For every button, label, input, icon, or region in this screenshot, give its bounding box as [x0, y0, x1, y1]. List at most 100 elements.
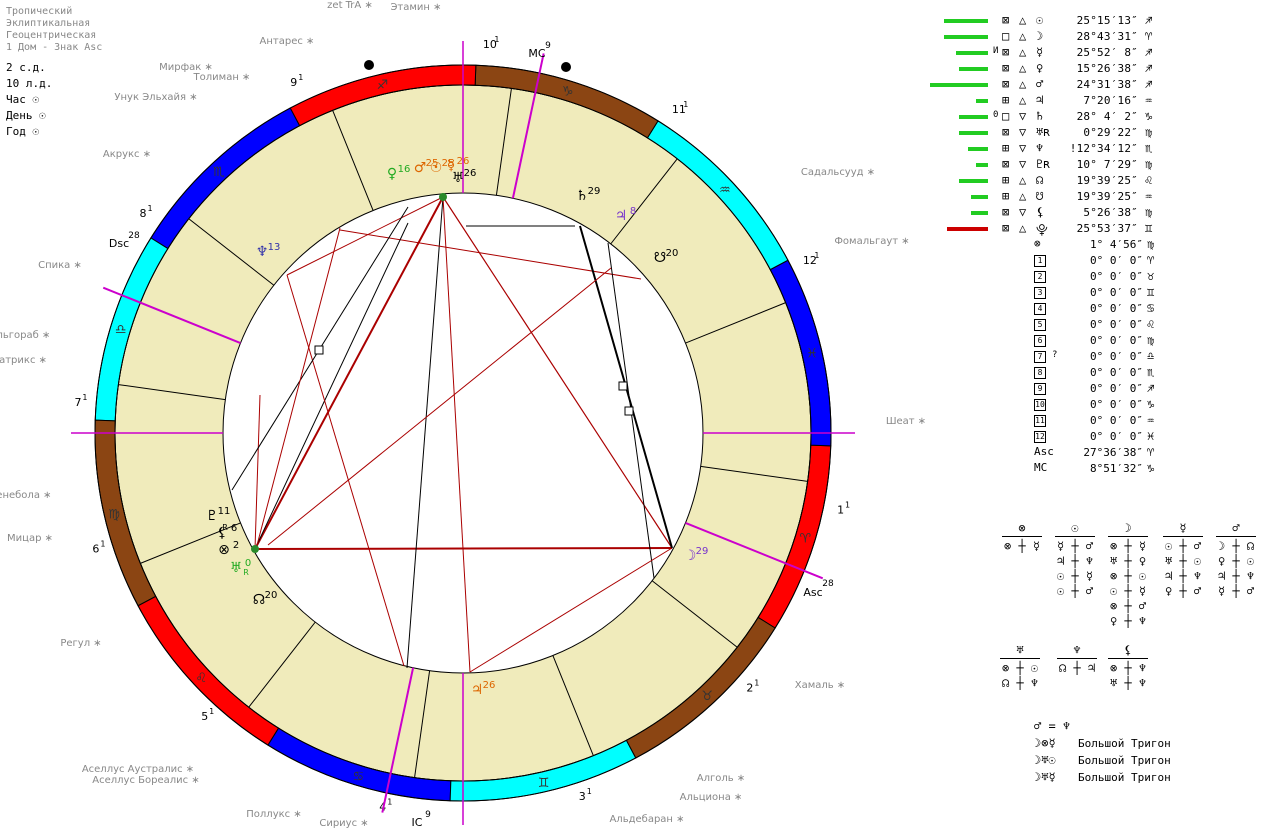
dispositor-row: ♃ ┼ ♆	[1164, 569, 1202, 583]
planet-row: 0 □ ▽ ♄ 28° 4′ 2″ ♑	[930, 109, 1270, 125]
aspect-line	[286, 274, 405, 667]
cusp-label: 8	[1034, 367, 1046, 379]
mc-line	[511, 53, 545, 199]
fixed-star-label: Альгораб ∗	[0, 330, 50, 341]
strength-bar	[930, 83, 988, 87]
house-number-label: 2	[746, 681, 753, 694]
cusp-row: Asc 27°36′38″ ♈	[0, 445, 1190, 461]
aspect-configurations: ♂ = ♆ ☽⊗☿ Большой Тригон ☽♅☉ Большой Триго…	[1034, 718, 1171, 786]
chart-planet-glyph: ♅	[230, 560, 243, 576]
ic-degree: 9	[425, 810, 431, 820]
dispositor-row: ♃ ┼ ♆	[1056, 554, 1094, 568]
planet-row: ⊞ △ ♃ 7°20′16″ ♒	[930, 93, 1270, 109]
cusp-row: 12 0° 0′ 0″ ♓	[0, 429, 1190, 445]
element-icon: ⊠	[1002, 45, 1010, 59]
element-icon: □	[1002, 29, 1010, 43]
fixed-star-label: Мицар ∗	[7, 533, 53, 544]
dispositor-row: ☿ ┼ ♂	[1056, 539, 1094, 553]
cusp-label: 12	[1034, 431, 1046, 443]
cusp-label: 11	[1034, 415, 1046, 427]
aspect-line	[406, 196, 444, 669]
house-number-sup: 1	[100, 539, 105, 548]
planet-glyph-icon: ⚸	[1036, 205, 1045, 219]
fixed-star-label: Антарес ∗	[260, 36, 315, 47]
zodiac-sign-glyph: ♏	[213, 165, 225, 180]
planet-sign-icon: ♐	[1145, 77, 1153, 91]
aspect-square-mark	[624, 406, 634, 416]
house-number-label: 6	[92, 542, 99, 555]
planet-sign-icon: ♌	[1145, 173, 1153, 187]
dispositor-row: ☊ ┼ ♆	[1001, 676, 1039, 690]
dispositor-row: ♀ ┼ ☉	[1217, 554, 1255, 568]
mc-degree: 9	[545, 41, 551, 51]
house-number-label: 11	[672, 103, 686, 116]
planet-row: ⊠ ▽ ⚸ 5°26′38″ ♍	[930, 205, 1270, 221]
planet-row: ⊠ △ ☉ 25°15′13″ ♐	[930, 13, 1270, 29]
strength-bar	[944, 19, 988, 23]
dispositor-block: ♂ ☽ ┼ ☊ ♀ ┼ ☉ ♃ ┼ ♆ ☿ ┼ ♂	[1216, 521, 1256, 599]
planet-row: □ △ ☽ 28°43′31″ ♈	[930, 29, 1270, 45]
planet-degree: !12°34′12″	[1069, 142, 1138, 155]
aspect-line	[255, 227, 341, 550]
house-number-sup: 1	[298, 73, 303, 82]
planet-sign-icon: ♈	[1145, 29, 1153, 43]
planet-degree: 28° 4′ 2″	[1076, 110, 1138, 123]
aspect-square-mark	[618, 381, 628, 391]
cusp-sign-icon: ♑	[1147, 397, 1155, 411]
fixed-star-label: Хамаль ∗	[795, 680, 846, 691]
dispositor-row: ♅ ┼ ♆	[1109, 676, 1147, 690]
chart-planet-degree: 13	[268, 242, 281, 253]
zodiac-sign-glyph: ♍	[108, 508, 120, 523]
mc-label: MC	[528, 47, 545, 60]
element-icon: ⊞	[1002, 189, 1010, 203]
cusp-sign-icon: ♑	[1147, 461, 1155, 475]
quality-icon: △	[1019, 173, 1027, 187]
chart-planet-degree: 0	[245, 558, 251, 569]
strength-bar	[976, 163, 988, 167]
zodiac-sign-glyph: ♉	[701, 689, 713, 704]
chart-planet-glyph: ☊	[253, 592, 265, 608]
cusp-sign-icon: ♍	[1147, 333, 1155, 347]
cusp-row: 5 0° 0′ 0″ ♌	[0, 317, 1190, 333]
planet-degree: 0°29′22″	[1083, 126, 1138, 139]
dispositor-head-glyph: ⚸	[1108, 643, 1148, 659]
planet-glyph-icon: ⯓	[1036, 223, 1048, 237]
planet-degree: 5°26′38″	[1083, 206, 1138, 219]
hour-ruler-label: Час ☉	[6, 93, 40, 106]
centric-type-label: Геоцентрическая	[6, 30, 97, 41]
cusp-degree: 0° 0′ 0″	[1090, 398, 1143, 411]
house-system-label: 1 Дом - Знак Asc	[6, 42, 103, 53]
quality-icon: ▽	[1019, 125, 1027, 139]
element-icon: ⊠	[1002, 157, 1010, 171]
chart-planet-degree: 29	[588, 186, 601, 197]
planet-sign-icon: ♑	[1145, 109, 1153, 123]
fixed-star-label: Алголь ∗	[697, 773, 745, 784]
aspect-line	[254, 394, 261, 550]
daily-count-label: 2 с.д.	[6, 61, 46, 74]
cusp-degree: 0° 0′ 0″	[1090, 270, 1143, 283]
planet-glyph-icon: ☿	[1036, 45, 1044, 59]
cusp-label: 2	[1034, 271, 1046, 283]
house-number-label: 10	[483, 38, 497, 51]
planet-row: ⊠ ▽ ♅ʀ 0°29′22″ ♍	[930, 125, 1270, 141]
dispositor-row: ♅ ┼ ♀	[1109, 554, 1147, 568]
fixed-star-label: Акрукс ∗	[103, 149, 151, 160]
planet-flag: 0	[993, 110, 999, 120]
cusp-sign-icon: ♓	[1147, 429, 1155, 443]
planet-sign-icon: ♐	[1145, 13, 1153, 27]
dispositor-block: ⊗ ⊗ ┼ ☿	[1002, 521, 1042, 554]
planet-flag: И	[993, 46, 999, 56]
dispositor-row: ☉ ┼ ☿	[1056, 569, 1094, 583]
chart-planet-glyph: ☿	[447, 158, 456, 174]
chart-planet-glyph: ♂	[414, 160, 427, 176]
house-number-label: 3	[579, 790, 586, 803]
cusp-row: 3 0° 0′ 0″ ♊	[0, 285, 1190, 301]
planet-glyph-icon: ♀	[1036, 61, 1044, 75]
cusp-row: ⊗ 1° 4′56″ ♍	[0, 237, 1190, 253]
planet-degree: 15°26′38″	[1076, 62, 1138, 75]
planet-glyph-icon: ♆	[1036, 141, 1044, 155]
planet-sign-icon: ♐	[1145, 45, 1153, 59]
quality-icon: △	[1019, 13, 1027, 27]
natal-chart-wheel[interactable]: ♈♓♒♑♐♏♎♍♌♋♊♉112131415161718191101111121A…	[0, 0, 930, 830]
dispositor-row: ⊗ ┼ ☿	[1003, 539, 1041, 553]
